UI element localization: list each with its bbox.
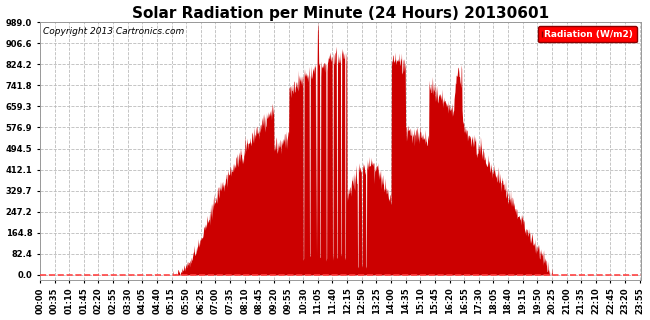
Legend: Radiation (W/m2): Radiation (W/m2) bbox=[538, 26, 637, 43]
Text: Copyright 2013 Cartronics.com: Copyright 2013 Cartronics.com bbox=[43, 27, 184, 36]
Title: Solar Radiation per Minute (24 Hours) 20130601: Solar Radiation per Minute (24 Hours) 20… bbox=[132, 5, 549, 20]
